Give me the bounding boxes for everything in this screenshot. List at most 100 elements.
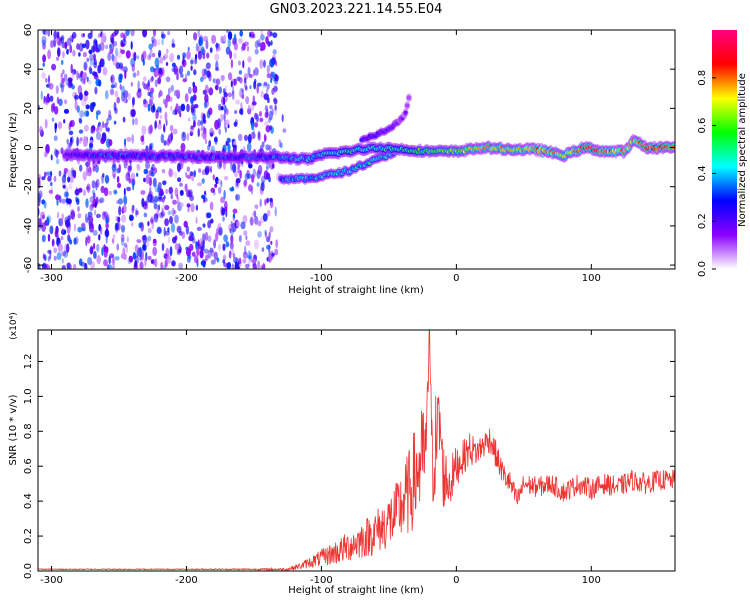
noise-speckle — [261, 141, 265, 148]
noise-speckle — [98, 79, 102, 87]
colorbar-gradient — [712, 30, 737, 269]
noise-speckle — [264, 120, 269, 127]
noise-speckle — [231, 263, 235, 269]
noise-speckle — [143, 98, 147, 105]
noise-speckle — [94, 209, 97, 216]
noise-speckle — [68, 183, 73, 190]
noise-speckle — [193, 59, 198, 65]
noise-speckle — [247, 104, 251, 110]
noise-speckle — [188, 235, 194, 242]
noise-speckle — [125, 30, 130, 36]
noise-speckle — [68, 130, 74, 136]
noise-speckle — [140, 135, 144, 142]
noise-speckle — [163, 123, 166, 133]
noise-speckle — [86, 57, 90, 63]
noise-speckle — [156, 207, 160, 218]
noise-speckle — [248, 252, 253, 262]
noise-speckle — [153, 203, 158, 210]
noise-speckle — [99, 197, 105, 204]
noise-speckle — [44, 95, 50, 106]
noise-speckle — [43, 200, 47, 209]
noise-speckle — [56, 31, 60, 39]
noise-speckle — [268, 231, 271, 239]
noise-speckle — [91, 180, 96, 189]
noise-speckle — [87, 257, 93, 265]
noise-speckle — [77, 72, 81, 79]
noise-speckle — [96, 112, 99, 120]
noise-speckle — [245, 96, 250, 105]
noise-speckle — [245, 85, 248, 91]
noise-speckle — [105, 217, 109, 225]
noise-speckle — [249, 85, 252, 90]
noise-speckle — [177, 105, 182, 115]
noise-speckle — [154, 79, 158, 88]
noise-speckle — [180, 103, 186, 112]
noise-speckle — [238, 60, 241, 66]
noise-speckle — [121, 92, 125, 102]
noise-speckle — [249, 31, 252, 38]
noise-speckle — [238, 133, 243, 142]
noise-speckle — [146, 237, 150, 248]
noise-speckle — [86, 172, 92, 177]
spectrogram-x-ticks: -300 -200 -100 0 100 — [40, 30, 601, 284]
noise-speckle — [64, 41, 68, 50]
noise-speckle — [63, 108, 70, 114]
noise-speckle — [247, 107, 252, 115]
noise-speckle — [266, 209, 271, 217]
noise-speckle — [98, 199, 103, 204]
noise-speckle — [126, 136, 132, 142]
colorbar-tick-label: 0.6 — [697, 118, 708, 134]
noise-speckle — [275, 239, 279, 249]
noise-speckle — [123, 138, 127, 147]
noise-speckle — [120, 32, 125, 38]
noise-speckle — [42, 253, 46, 260]
noise-speckle — [243, 81, 247, 89]
noise-speckle — [40, 90, 43, 100]
noise-speckle — [206, 52, 210, 59]
noise-speckle — [109, 48, 114, 55]
noise-speckle — [263, 93, 269, 101]
noise-speckle — [58, 170, 62, 177]
noise-speckle — [236, 76, 241, 82]
noise-speckle — [130, 172, 136, 181]
noise-speckle — [238, 235, 242, 243]
noise-speckle — [123, 195, 128, 206]
noise-speckle — [131, 63, 135, 72]
noise-speckle — [152, 258, 156, 266]
noise-speckle — [175, 103, 179, 109]
noise-speckle — [142, 243, 147, 252]
noise-speckle — [176, 194, 179, 200]
noise-speckle — [228, 224, 234, 232]
noise-speckle — [171, 207, 175, 217]
noise-speckle — [111, 170, 117, 178]
noise-speckle — [112, 40, 118, 47]
noise-speckle — [230, 234, 234, 244]
noise-speckle — [65, 79, 69, 86]
noise-speckle — [123, 242, 128, 248]
noise-speckle — [233, 78, 237, 86]
noise-speckle — [172, 109, 178, 116]
noise-speckle — [83, 61, 88, 71]
noise-speckle — [188, 190, 193, 198]
noise-speckle — [40, 211, 46, 220]
noise-speckle — [42, 62, 45, 67]
noise-speckle — [112, 173, 116, 180]
noise-speckle — [105, 90, 109, 100]
noise-speckle — [105, 44, 108, 50]
noise-speckle — [143, 76, 147, 82]
noise-speckle — [193, 32, 198, 41]
noise-speckle — [233, 170, 239, 178]
noise-speckle — [65, 191, 69, 197]
noise-speckle — [111, 163, 117, 172]
upper-branch-mark — [403, 110, 408, 115]
noise-speckle — [207, 249, 212, 259]
noise-speckle — [66, 48, 69, 55]
noise-speckle — [95, 178, 100, 188]
noise-speckle — [144, 200, 148, 207]
noise-speckle — [197, 50, 202, 60]
noise-speckle — [206, 212, 212, 219]
noise-speckle — [108, 139, 113, 147]
noise-speckle — [38, 263, 41, 269]
noise-speckle — [143, 212, 148, 218]
noise-speckle — [251, 258, 257, 264]
